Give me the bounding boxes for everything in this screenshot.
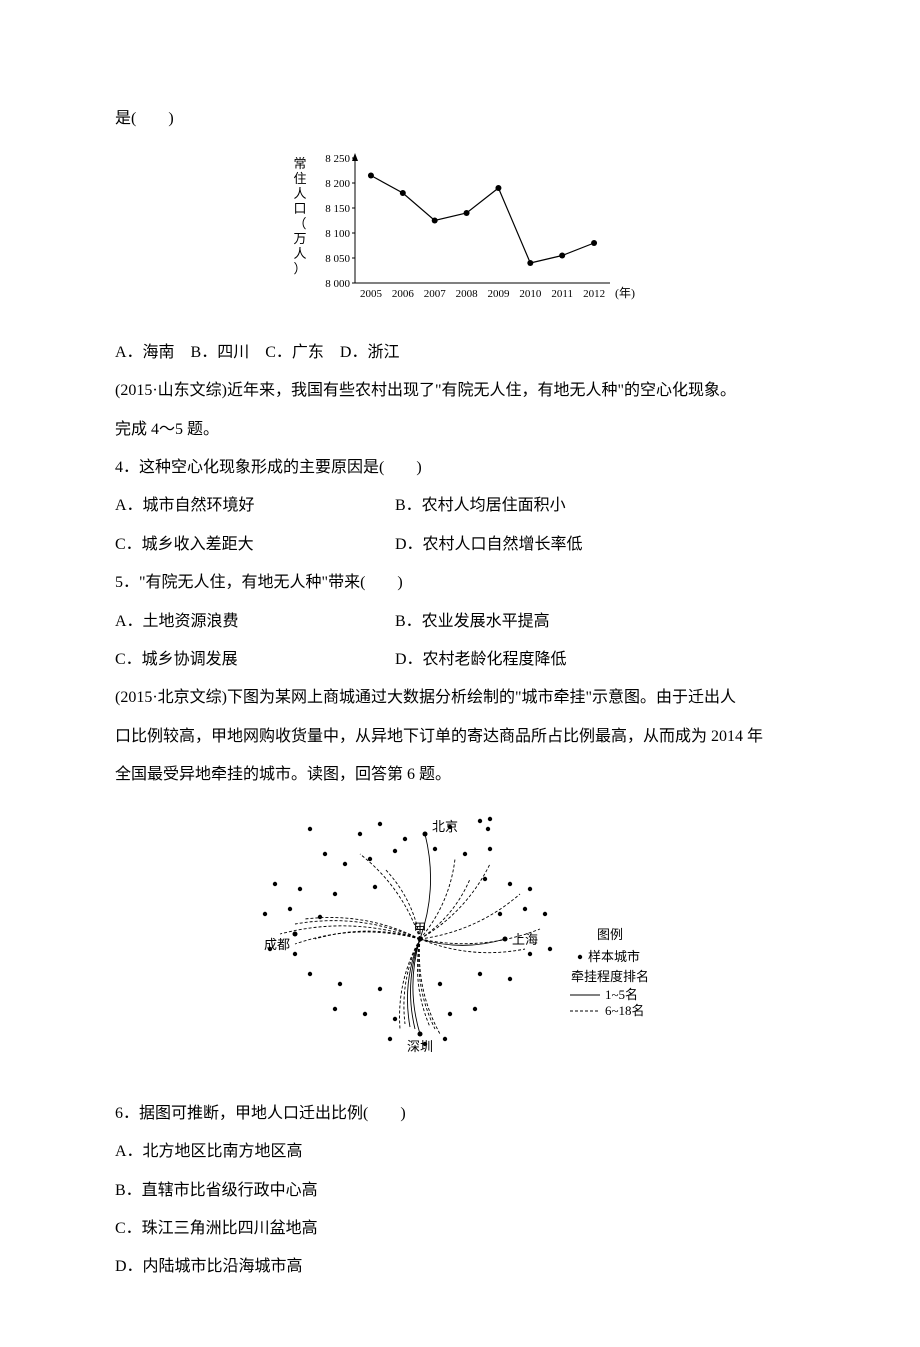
q5-optA: A．土地资源浪费: [115, 603, 395, 641]
passage3-line2: 口比例较高，甲地网购收货量中，从异地下订单的寄达商品所占比例最高，从而成为 20…: [115, 718, 805, 756]
q4-optA: A．城市自然环境好: [115, 487, 395, 525]
svg-text:6~18名: 6~18名: [605, 1003, 645, 1018]
q6-optA: A．北方地区比南方地区高: [115, 1133, 805, 1171]
svg-text:成都: 成都: [264, 937, 290, 952]
svg-text:上海: 上海: [512, 932, 538, 947]
q4-optB: B．农村人均居住面积小: [395, 487, 805, 525]
q5-stem: 5．"有院无人住，有地无人种"带来( ): [115, 564, 805, 602]
q6-optB: B．直辖市比省级行政中心高: [115, 1172, 805, 1210]
q6-optD: D．内陆城市比沿海城市高: [115, 1248, 805, 1286]
svg-text:（: （: [293, 216, 306, 231]
chart1-container: 常住人口（万人）8 0008 0508 1008 1508 2008 25020…: [115, 148, 805, 323]
q5-optD: D．农村老龄化程度降低: [395, 641, 805, 679]
svg-text:北京: 北京: [432, 819, 458, 834]
passage3-line1: (2015·北京文综)下图为某网上商城通过大数据分析绘制的"城市牵挂"示意图。由…: [115, 679, 805, 717]
svg-text:人: 人: [293, 186, 306, 201]
diagram-container: 北京甲上海 成都深圳 图例样本城市牵挂程度排名 1~5名6~18名: [115, 809, 805, 1079]
svg-text:1~5名: 1~5名: [605, 987, 638, 1002]
svg-text:8 050: 8 050: [325, 253, 350, 265]
intro-line: 是( ): [115, 100, 805, 138]
svg-text:8 250: 8 250: [325, 153, 350, 165]
svg-text:2008: 2008: [456, 288, 479, 300]
svg-text:(年): (年): [615, 286, 635, 300]
svg-text:2006: 2006: [392, 288, 415, 300]
q4-stem: 4．这种空心化现象形成的主要原因是( ): [115, 449, 805, 487]
chart1: 常住人口（万人）8 0008 0508 1008 1508 2008 25020…: [280, 148, 640, 308]
svg-text:2005: 2005: [360, 288, 383, 300]
svg-text:甲: 甲: [413, 921, 426, 936]
svg-text:深圳: 深圳: [407, 1039, 433, 1054]
q5-optB: B．农业发展水平提高: [395, 603, 805, 641]
passage2-line1: (2015·山东文综)近年来，我国有些农村出现了"有院无人住，有地无人种"的空心…: [115, 372, 805, 410]
svg-text:2010: 2010: [519, 288, 542, 300]
q4-optC: C．城乡收入差距大: [115, 526, 395, 564]
svg-text:口: 口: [293, 201, 306, 216]
svg-text:8 150: 8 150: [325, 203, 350, 215]
svg-text:8 100: 8 100: [325, 228, 350, 240]
svg-text:住: 住: [293, 171, 306, 186]
q3-options: A．海南 B．四川 C．广东 D．浙江: [115, 334, 805, 372]
svg-text:2007: 2007: [424, 288, 447, 300]
svg-text:人: 人: [293, 246, 306, 261]
svg-text:2009: 2009: [487, 288, 510, 300]
svg-text:样本城市: 样本城市: [588, 949, 640, 964]
passage3-line3: 全国最受异地牵挂的城市。读图，回答第 6 题。: [115, 756, 805, 794]
svg-text:8 000: 8 000: [325, 278, 350, 290]
city-diagram: 北京甲上海 成都深圳 图例样本城市牵挂程度排名 1~5名6~18名: [240, 809, 680, 1064]
svg-text:万: 万: [293, 231, 306, 246]
q4-optD: D．农村人口自然增长率低: [395, 526, 805, 564]
svg-text:常: 常: [293, 156, 306, 171]
q6-optC: C．珠江三角洲比四川盆地高: [115, 1210, 805, 1248]
svg-text:图例: 图例: [597, 927, 623, 942]
svg-text:牵挂程度排名: 牵挂程度排名: [571, 969, 649, 984]
q5-optC: C．城乡协调发展: [115, 641, 395, 679]
svg-text:2011: 2011: [551, 288, 573, 300]
svg-text:）: ）: [293, 261, 306, 276]
q6-stem: 6．据图可推断，甲地人口迁出比例( ): [115, 1095, 805, 1133]
passage2-line2: 完成 4～5 题。: [115, 411, 805, 449]
svg-text:8 200: 8 200: [325, 178, 350, 190]
svg-text:2012: 2012: [583, 288, 605, 300]
